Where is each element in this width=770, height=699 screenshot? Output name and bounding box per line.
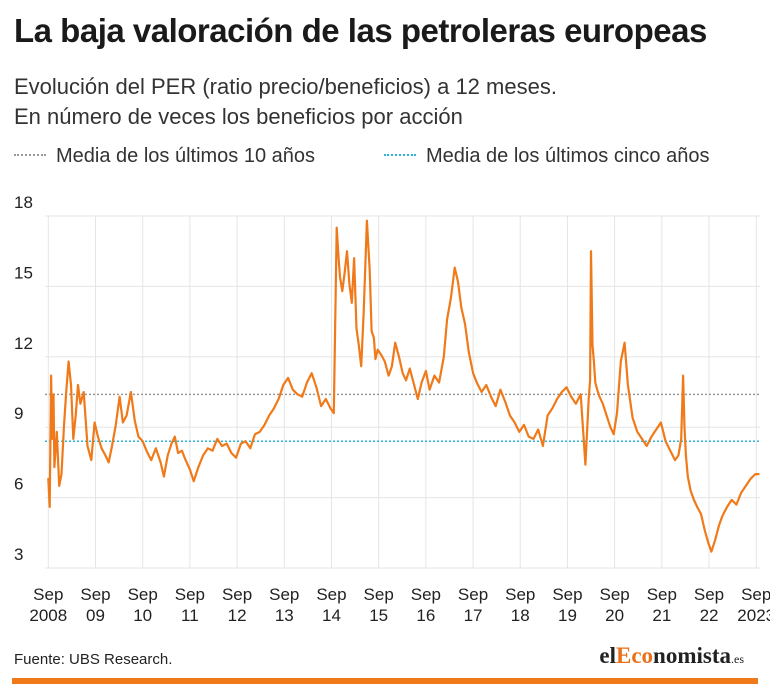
x-tick-label-month: Sep [505,585,535,604]
x-tick-label-month: Sep [33,585,63,604]
logo-part-c: nomista [653,643,731,668]
x-tick-label-month: Sep [316,585,346,604]
subtitle-line-1: Evolución del PER (ratio precio/benefici… [14,74,557,99]
x-tick-label-month: Sep [458,585,488,604]
legend-label-5y: Media de los últimos cinco años [426,145,710,167]
x-tick-label-year: 19 [558,606,577,625]
x-tick-label-month: Sep [600,585,630,604]
x-tick-label-year: 14 [322,606,341,625]
y-tick-label: 6 [14,475,23,494]
x-tick-label-month: Sep [694,585,724,604]
x-tick-label-year: 21 [652,606,671,625]
legend-swatch-5y [384,153,416,156]
x-tick-label-year: 2008 [29,606,67,625]
chart-subtitle: Evolución del PER (ratio precio/benefici… [14,72,557,132]
x-tick-label-month: Sep [364,585,394,604]
logo-part-a: el [599,643,616,668]
x-tick-label-year: 20 [605,606,624,625]
per-series-line [47,219,760,553]
chart-title: La baja valoración de las petroleras eur… [14,12,707,49]
x-tick-label-year: 22 [700,606,719,625]
x-tick-label-year: 15 [369,606,388,625]
y-tick-label: 15 [14,263,33,282]
legend-item-5y-average: Media de los últimos cinco años [384,145,709,168]
y-tick-label: 3 [14,545,23,564]
x-tick-label-year: 18 [511,606,530,625]
source-note: Fuente: UBS Research. [14,651,173,668]
logo-suffix: .es [731,652,744,666]
x-tick-label-month: Sep [411,585,441,604]
x-tick-label-month: Sep [741,585,770,604]
logo-part-b: Eco [615,643,654,668]
chart-plot: 3 6 9 12 15 18 Sep 2008 Sep 09 Sep 10 Sep 11 Sep 12 Sep 1… [14,193,770,625]
x-tick-label-month: Sep [647,585,677,604]
x-tick-label-month: Sep [128,585,158,604]
x-tick-label-month: Sep [552,585,582,604]
legend-label-10y: Media de los últimos 10 años [56,145,316,167]
x-tick-label-month: Sep [80,585,110,604]
publisher-logo: elEconomista.es [599,643,744,669]
x-tick-label-year: 12 [228,606,247,625]
subtitle-line-2: En número de veces los beneficios por ac… [14,104,463,129]
x-tick-label-year: 11 [181,606,199,625]
x-tick-label-year: 09 [86,606,105,625]
x-tick-label-year: 16 [416,606,435,625]
y-tick-label: 18 [14,193,33,212]
bottom-accent-bar [12,678,758,684]
x-tick-label-year: 13 [275,606,294,625]
x-tick-label-year: 10 [133,606,152,625]
y-tick-label: 12 [14,334,33,353]
x-tick-label-year: 2023 [737,606,770,625]
y-tick-label: 9 [14,404,23,423]
legend-swatch-10y [14,153,46,156]
x-tick-label-month: Sep [269,585,299,604]
x-tick-label-year: 17 [464,606,483,625]
x-tick-label-month: Sep [222,585,252,604]
legend-item-10y-average: Media de los últimos 10 años [14,145,315,168]
x-tick-label-month: Sep [175,585,205,604]
